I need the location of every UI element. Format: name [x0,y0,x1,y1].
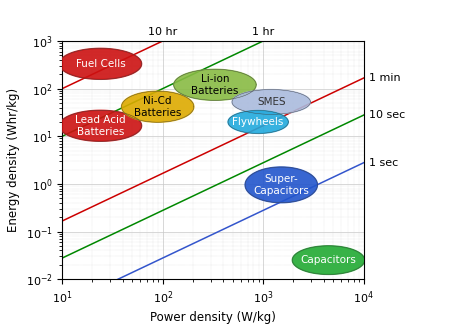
Polygon shape [245,167,318,203]
Text: 1 hr: 1 hr [252,27,274,37]
Text: Flywheels: Flywheels [232,117,284,127]
Text: 1 min: 1 min [369,73,401,83]
Text: Ni-Cd
Batteries: Ni-Cd Batteries [134,96,182,118]
X-axis label: Power density (W/kg): Power density (W/kg) [150,311,276,324]
Text: Fuel Cells: Fuel Cells [75,59,125,69]
Polygon shape [59,110,142,141]
Text: Capacitors: Capacitors [301,255,356,265]
Text: SMES: SMES [257,97,285,107]
Polygon shape [292,246,365,274]
Y-axis label: Energy density (Whr/kg): Energy density (Whr/kg) [7,88,20,232]
Polygon shape [174,69,256,100]
Polygon shape [232,90,310,114]
Polygon shape [121,91,194,122]
Text: 1 sec: 1 sec [369,158,399,168]
Polygon shape [228,111,288,133]
Text: 10 sec: 10 sec [369,110,405,120]
Text: Super-
Capacitors: Super- Capacitors [253,174,309,196]
Text: 10 hr: 10 hr [148,27,177,37]
Text: Li-ion
Batteries: Li-ion Batteries [191,74,238,96]
Polygon shape [59,48,142,79]
Text: Lead Acid
Batteries: Lead Acid Batteries [75,115,126,137]
